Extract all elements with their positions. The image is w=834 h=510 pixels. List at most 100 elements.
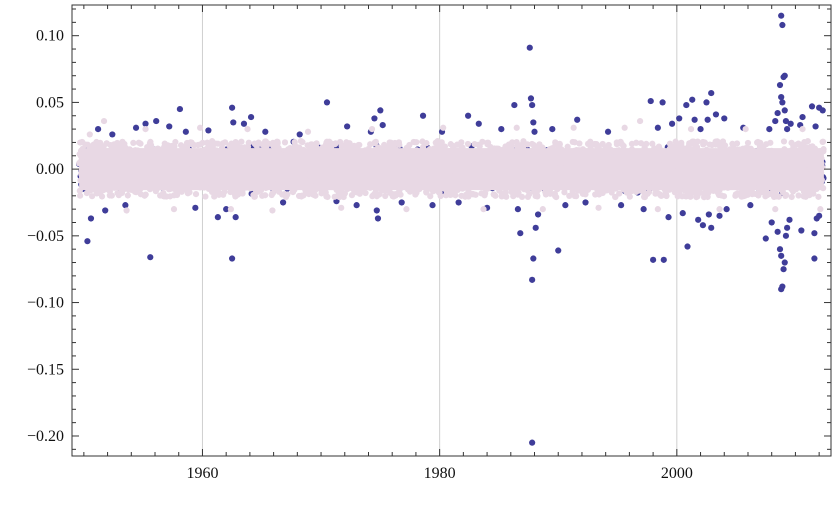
- data-point: [784, 126, 790, 132]
- data-point: [689, 186, 695, 192]
- data-point: [473, 152, 479, 158]
- data-point: [756, 153, 762, 159]
- data-point: [582, 191, 588, 197]
- data-point: [337, 169, 343, 175]
- data-point: [305, 142, 311, 148]
- data-point: [665, 214, 671, 220]
- data-point: [136, 162, 142, 168]
- data-point: [592, 173, 598, 179]
- data-point: [255, 150, 261, 156]
- data-point: [458, 148, 464, 154]
- data-point: [423, 156, 429, 162]
- data-point: [797, 182, 803, 188]
- y-tick-label: 0.00: [36, 161, 64, 178]
- data-point: [295, 175, 301, 181]
- data-point: [582, 199, 588, 205]
- data-point: [683, 102, 689, 108]
- data-point: [764, 162, 770, 168]
- data-point: [673, 139, 679, 145]
- data-point: [373, 180, 379, 186]
- data-point: [88, 156, 94, 162]
- data-point: [446, 164, 452, 170]
- data-point: [739, 194, 745, 200]
- data-point: [98, 162, 104, 168]
- data-point: [304, 152, 310, 158]
- data-point: [780, 266, 786, 272]
- data-point: [435, 143, 441, 149]
- data-point: [153, 118, 159, 124]
- data-point: [391, 172, 397, 178]
- x-tick-label: 2000: [661, 465, 693, 482]
- data-point: [263, 143, 269, 149]
- data-point: [231, 172, 237, 178]
- data-point: [705, 117, 711, 123]
- data-point: [244, 126, 250, 132]
- data-point: [817, 206, 823, 212]
- data-point: [246, 140, 252, 146]
- data-point: [448, 192, 454, 198]
- data-point: [540, 206, 546, 212]
- data-point: [324, 183, 330, 189]
- data-point: [430, 188, 436, 194]
- data-point: [620, 164, 626, 170]
- data-point: [344, 123, 350, 129]
- data-point: [709, 158, 715, 164]
- data-point: [311, 192, 317, 198]
- data-point: [133, 125, 139, 131]
- data-point: [622, 187, 628, 193]
- data-point: [806, 192, 812, 198]
- data-point: [427, 146, 433, 152]
- data-point: [783, 233, 789, 239]
- data-point: [700, 157, 706, 163]
- data-point: [362, 190, 368, 196]
- data-point: [627, 150, 633, 156]
- data-point: [121, 141, 127, 147]
- data-point: [646, 189, 652, 195]
- data-point: [465, 157, 471, 163]
- data-point: [576, 140, 582, 146]
- data-point: [360, 162, 366, 168]
- data-point: [440, 125, 446, 131]
- data-point: [658, 155, 664, 161]
- data-point: [279, 191, 285, 197]
- data-point: [763, 235, 769, 241]
- data-point: [197, 125, 203, 131]
- data-point: [724, 206, 730, 212]
- data-point: [529, 141, 535, 147]
- data-point: [820, 107, 826, 113]
- data-point: [531, 129, 537, 135]
- data-point: [644, 173, 650, 179]
- data-point: [516, 165, 522, 171]
- data-point: [627, 194, 633, 200]
- data-point: [529, 102, 535, 108]
- data-point: [308, 178, 314, 184]
- data-point: [733, 191, 739, 197]
- data-point: [77, 193, 83, 199]
- data-point: [769, 173, 775, 179]
- data-point: [574, 117, 580, 123]
- data-point: [252, 193, 258, 199]
- data-point: [768, 182, 774, 188]
- data-point: [234, 146, 240, 152]
- data-point: [481, 192, 487, 198]
- data-point: [257, 184, 263, 190]
- data-point: [645, 182, 651, 188]
- data-point: [798, 227, 804, 233]
- data-point: [804, 146, 810, 152]
- data-point: [212, 155, 218, 161]
- data-point: [772, 206, 778, 212]
- data-point: [680, 210, 686, 216]
- data-point: [112, 157, 118, 163]
- data-point: [399, 199, 405, 205]
- data-point: [77, 151, 83, 157]
- data-point: [97, 190, 103, 196]
- data-point: [344, 164, 350, 170]
- data-point: [145, 180, 151, 186]
- data-point: [524, 187, 530, 193]
- data-point: [485, 140, 491, 146]
- data-point: [147, 186, 153, 192]
- data-point: [446, 173, 452, 179]
- data-point: [416, 168, 422, 174]
- data-point: [197, 141, 203, 147]
- data-point: [297, 131, 303, 137]
